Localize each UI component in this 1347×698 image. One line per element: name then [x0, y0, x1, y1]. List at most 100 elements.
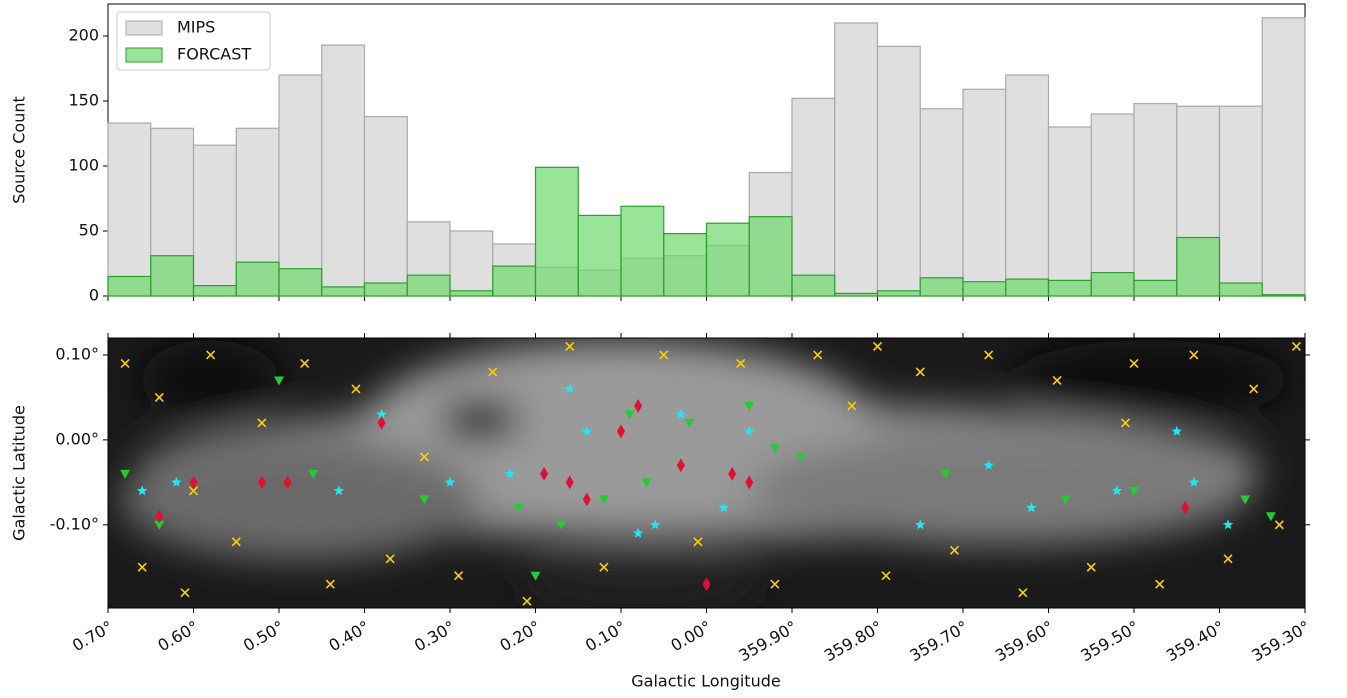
marker-diamond — [283, 475, 292, 490]
marker-star — [915, 519, 926, 530]
bar — [1133, 279, 1178, 297]
marker-triangle — [274, 376, 284, 386]
bar — [919, 277, 964, 297]
bar — [1218, 282, 1263, 297]
marker-triangle — [1060, 495, 1071, 505]
marker-star — [1171, 425, 1182, 436]
marker-x — [325, 579, 335, 589]
bar — [278, 74, 323, 297]
bar — [791, 274, 836, 297]
marker-star — [171, 476, 182, 487]
x-tick-label: 0.20° — [496, 617, 543, 655]
bar — [876, 45, 921, 297]
x-tick-label: 0.70° — [69, 617, 116, 655]
bar — [107, 275, 152, 297]
x-tick-label: 0.00° — [667, 617, 714, 655]
bar — [1261, 17, 1306, 297]
bar — [235, 261, 280, 297]
marker-x — [984, 350, 994, 360]
y-tick-label: -0.10° — [50, 514, 99, 533]
marker-x — [154, 392, 164, 402]
bar — [876, 290, 921, 297]
marker-diamond — [189, 475, 198, 490]
marker-star — [333, 485, 345, 496]
x-tick-label: 0.10° — [582, 617, 629, 655]
marker-x — [1129, 358, 1139, 369]
marker-triangle — [940, 469, 951, 479]
bar — [1133, 102, 1178, 297]
x-tick-label: 0.40° — [325, 617, 372, 655]
marker-star — [376, 408, 387, 419]
x-tick-label: 0.30° — [411, 617, 458, 655]
marker-triangle — [308, 469, 319, 479]
marker-triangle — [556, 520, 567, 530]
marker-x — [1223, 554, 1233, 564]
marker-x — [1291, 341, 1302, 352]
marker-diamond — [540, 466, 549, 481]
bar — [620, 205, 665, 297]
marker-triangle — [641, 478, 652, 488]
bar — [705, 222, 750, 297]
bar — [363, 115, 408, 297]
marker-x — [206, 350, 216, 360]
legend-swatch — [125, 20, 163, 36]
marker-x — [120, 358, 130, 369]
marker-triangle — [513, 503, 524, 513]
marker-triangle — [154, 520, 165, 530]
marker-star — [137, 485, 148, 496]
bar — [962, 88, 1007, 297]
marker-star — [564, 383, 575, 394]
marker-diamond — [634, 398, 643, 413]
y-tick-label: 200 — [68, 25, 99, 44]
marker-triangle — [684, 418, 695, 428]
y-axis-label: Galactic Latitude — [10, 405, 29, 541]
y-tick-label: 0.00° — [55, 429, 99, 448]
marker-star — [718, 502, 729, 513]
marker-x — [881, 571, 891, 581]
marker-x — [949, 545, 960, 555]
bar — [406, 274, 451, 297]
marker-diamond — [377, 415, 386, 430]
bar — [748, 216, 793, 297]
marker-star — [983, 459, 994, 470]
bar — [534, 166, 579, 297]
marker-x — [1086, 562, 1096, 572]
marker-triangle — [1129, 486, 1139, 496]
legend-swatch — [125, 47, 163, 63]
y-tick-label: 150 — [68, 90, 99, 109]
y-tick-label: 50 — [79, 220, 99, 239]
x-tick-label: 359.80° — [821, 617, 886, 665]
legend-label: MIPS — [177, 18, 215, 37]
marker-x — [1018, 588, 1028, 598]
bar — [919, 108, 964, 297]
marker-triangle — [744, 401, 755, 411]
bar — [577, 214, 622, 297]
marker-x — [1249, 384, 1259, 394]
marker-x — [453, 571, 464, 581]
bar — [663, 232, 708, 297]
bar — [278, 268, 323, 297]
sky-image — [108, 338, 1305, 608]
bar — [107, 122, 152, 297]
marker-x — [872, 341, 883, 352]
marker-x — [231, 537, 241, 547]
marker-x — [736, 358, 746, 369]
x-tick-label: 359.70° — [906, 617, 971, 665]
marker-x — [770, 579, 780, 589]
marker-star — [504, 468, 516, 479]
marker-star — [675, 408, 687, 419]
marker-star — [744, 425, 755, 436]
marker-x — [522, 596, 532, 606]
marker-diamond — [702, 577, 711, 592]
marker-x — [847, 401, 857, 411]
bar — [449, 290, 494, 297]
marker-triangle — [120, 469, 131, 479]
y-tick-label: 0.10° — [55, 344, 99, 363]
bar — [1047, 126, 1092, 297]
marker-triangle — [530, 571, 541, 581]
marker-star — [1222, 519, 1234, 530]
bar — [321, 44, 366, 297]
marker-star — [1111, 485, 1123, 496]
marker-triangle — [795, 452, 806, 462]
